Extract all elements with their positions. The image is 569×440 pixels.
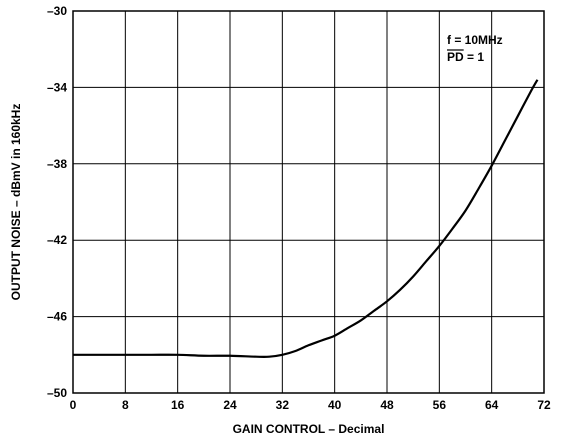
x-tick-label: 72 [537, 398, 551, 412]
tick-labels: 0 8 16 24 32 40 48 56 64 72 –50 –46 –42 –38 –34 –30 [47, 4, 551, 412]
y-tick-label: –30 [47, 4, 67, 18]
x-tick-label: 0 [70, 398, 77, 412]
series-line [72, 79, 539, 358]
y-tick-label: –38 [47, 157, 67, 171]
series-layer [72, 79, 539, 358]
x-tick-label: 32 [276, 398, 290, 412]
pd-annotation: PD = 1 [447, 50, 484, 64]
frequency-annotation: f = 10MHz [447, 33, 503, 47]
y-tick-label: –42 [47, 233, 67, 247]
x-tick-label: 16 [171, 398, 185, 412]
x-tick-label: 8 [122, 398, 129, 412]
y-axis-title: OUTPUT NOISE – dBmV in 160kHz [9, 104, 23, 301]
legend-annotation: f = 10MHz PD = 1 [447, 33, 503, 64]
x-tick-label: 24 [223, 398, 237, 412]
plot-frame [72, 10, 545, 394]
x-axis-title: GAIN CONTROL – Decimal [233, 422, 385, 436]
x-tick-label: 56 [433, 398, 447, 412]
y-tick-label: –46 [47, 310, 67, 324]
grid [73, 11, 544, 393]
x-tick-label: 48 [380, 398, 394, 412]
x-tick-label: 64 [485, 398, 499, 412]
y-tick-label: –34 [47, 80, 67, 94]
y-tick-label: –50 [47, 386, 67, 400]
x-tick-label: 40 [328, 398, 342, 412]
